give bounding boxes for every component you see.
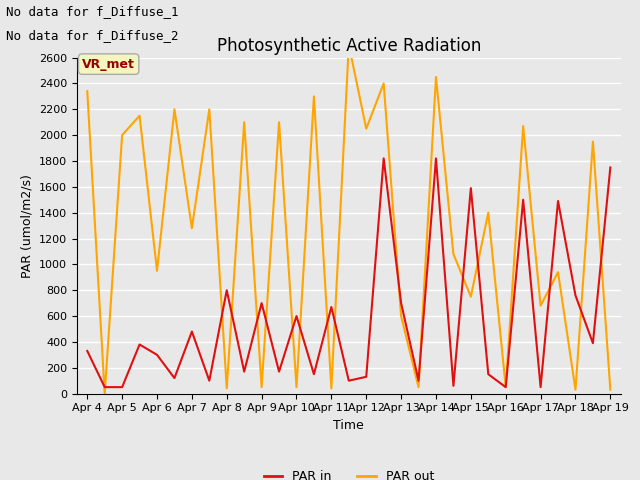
PAR out — [258, 384, 266, 390]
PAR out — [537, 303, 545, 309]
PAR in — [101, 384, 109, 390]
Text: No data for f_Diffuse_2: No data for f_Diffuse_2 — [6, 29, 179, 42]
PAR in — [432, 156, 440, 161]
PAR out — [223, 385, 230, 391]
PAR out — [188, 225, 196, 231]
PAR in — [519, 197, 527, 203]
PAR out — [241, 120, 248, 125]
PAR out — [519, 123, 527, 129]
PAR in — [171, 375, 179, 381]
PAR out — [328, 385, 335, 391]
Line: PAR in: PAR in — [87, 158, 611, 387]
PAR in — [83, 348, 91, 354]
PAR in — [449, 383, 457, 389]
PAR in — [136, 342, 143, 348]
PAR in — [415, 378, 422, 384]
PAR out — [589, 139, 596, 144]
PAR out — [118, 132, 126, 138]
PAR in — [589, 340, 596, 346]
PAR in — [345, 378, 353, 384]
Legend: PAR in, PAR out: PAR in, PAR out — [259, 465, 439, 480]
PAR out — [292, 384, 300, 390]
X-axis label: Time: Time — [333, 419, 364, 432]
PAR out — [554, 269, 562, 275]
PAR in — [607, 165, 614, 170]
PAR in — [554, 198, 562, 204]
PAR out — [101, 391, 109, 396]
PAR out — [432, 74, 440, 80]
Title: Photosynthetic Active Radiation: Photosynthetic Active Radiation — [216, 36, 481, 55]
PAR in — [223, 288, 230, 293]
Text: No data for f_Diffuse_1: No data for f_Diffuse_1 — [6, 5, 179, 18]
PAR out — [275, 120, 283, 125]
PAR in — [258, 300, 266, 306]
PAR out — [467, 294, 475, 300]
PAR out — [607, 387, 614, 393]
Y-axis label: PAR (umol/m2/s): PAR (umol/m2/s) — [20, 174, 33, 277]
PAR out — [502, 384, 509, 390]
PAR in — [205, 378, 213, 384]
PAR in — [537, 384, 545, 390]
PAR in — [502, 384, 509, 390]
PAR in — [328, 304, 335, 310]
PAR in — [484, 372, 492, 377]
PAR in — [292, 313, 300, 319]
PAR in — [380, 156, 387, 161]
PAR out — [572, 387, 579, 393]
PAR in — [241, 369, 248, 374]
PAR out — [153, 268, 161, 274]
PAR out — [397, 313, 405, 319]
PAR in — [188, 329, 196, 335]
PAR out — [205, 107, 213, 112]
Line: PAR out: PAR out — [87, 45, 611, 394]
PAR out — [310, 94, 318, 99]
PAR out — [449, 251, 457, 257]
PAR in — [572, 292, 579, 298]
PAR out — [484, 210, 492, 216]
PAR out — [136, 113, 143, 119]
PAR out — [171, 107, 179, 112]
PAR out — [415, 384, 422, 390]
PAR in — [362, 374, 370, 380]
PAR in — [397, 300, 405, 306]
Text: VR_met: VR_met — [82, 58, 135, 71]
PAR out — [83, 88, 91, 94]
PAR out — [362, 126, 370, 132]
PAR out — [345, 42, 353, 48]
PAR in — [153, 352, 161, 358]
PAR in — [310, 372, 318, 377]
PAR out — [380, 81, 387, 86]
PAR in — [467, 185, 475, 191]
PAR in — [118, 384, 126, 390]
PAR in — [275, 369, 283, 374]
